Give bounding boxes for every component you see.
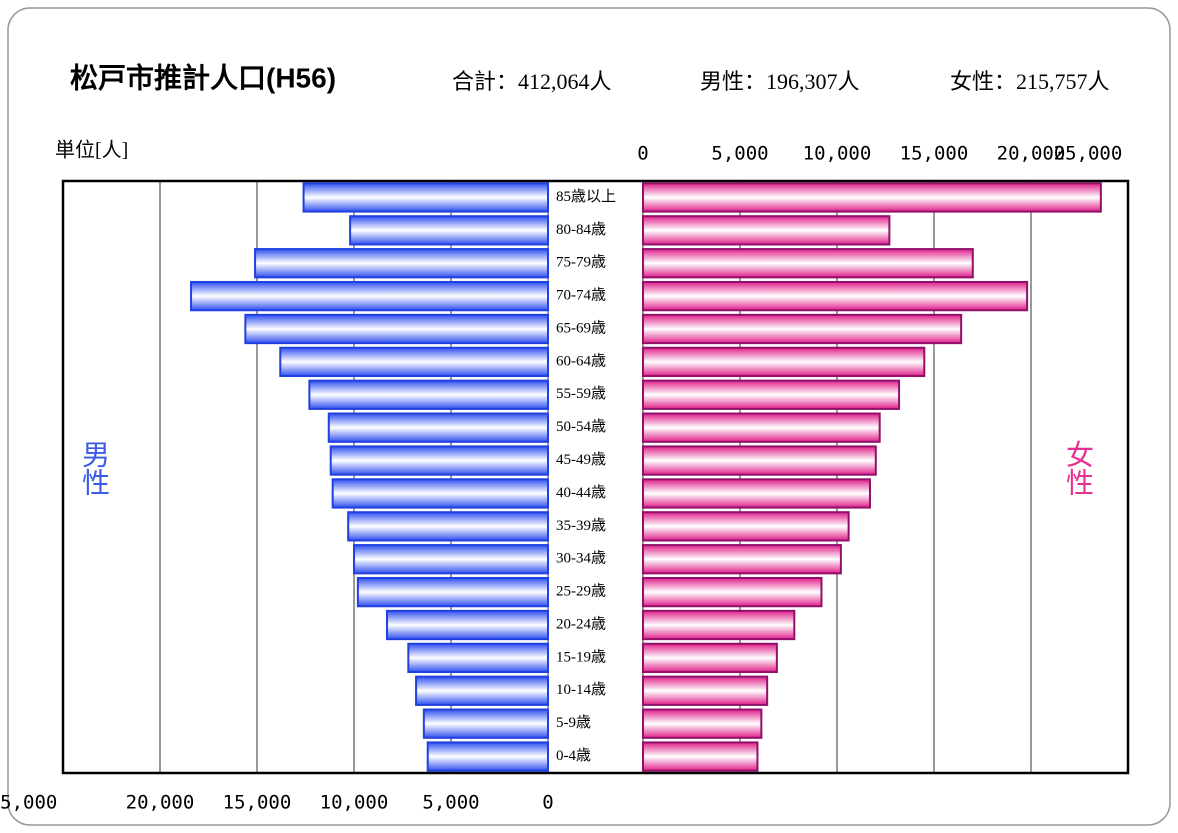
bar <box>642 708 763 739</box>
x2-tick-label: 5,000 <box>711 143 768 165</box>
bar <box>349 215 549 246</box>
x-tick-label: 25,000 <box>0 792 57 814</box>
bar <box>244 313 550 345</box>
x-tick-label: 15,000 <box>223 792 292 814</box>
unit-label: 単位[人] <box>55 139 128 162</box>
category-label: 65-69歳 <box>556 319 606 336</box>
x2-tick-label: 25,000 <box>1054 143 1123 165</box>
category-label: 80-84歳 <box>556 221 606 238</box>
bar <box>642 478 871 509</box>
category-label: 35-39歳 <box>556 517 606 534</box>
bar <box>642 280 1029 312</box>
bar <box>331 478 549 509</box>
bar <box>642 248 974 279</box>
bar <box>347 511 549 542</box>
x-tick-label: 20,000 <box>126 792 195 814</box>
total: 男性：196,307人 <box>700 69 860 94</box>
category-label: 45-49歳 <box>556 451 606 468</box>
bar <box>329 445 549 476</box>
bar <box>642 412 881 443</box>
category-label: 0-4歳 <box>556 747 591 764</box>
plot-border <box>61 179 1130 775</box>
bar <box>415 675 549 706</box>
bar <box>642 445 877 476</box>
x2-tick-label: 10,000 <box>803 143 872 165</box>
bar <box>385 609 550 641</box>
bar <box>642 642 778 674</box>
total: 女性：215,757人 <box>950 69 1110 94</box>
bar <box>353 544 549 575</box>
x2-tick-label: 15,000 <box>900 143 969 165</box>
category-label: 30-34歳 <box>556 550 606 567</box>
bar <box>642 609 796 641</box>
bar <box>642 215 891 246</box>
series-label: 男性 <box>79 440 110 496</box>
category-label: 75-79歳 <box>556 254 606 271</box>
bar <box>642 675 769 706</box>
bar <box>642 182 1102 213</box>
bar <box>407 642 549 674</box>
category-label: 85歳以上 <box>556 188 616 205</box>
x2-tick-label: 0 <box>637 143 648 165</box>
category-label: 60-64歳 <box>556 352 606 369</box>
bar <box>279 346 549 378</box>
bar <box>190 280 549 312</box>
frame <box>7 7 1171 826</box>
category-label: 20-24歳 <box>556 615 606 632</box>
bar <box>422 708 549 739</box>
x-tick-label: 5,000 <box>422 792 479 814</box>
category-label: 10-14歳 <box>556 681 606 698</box>
chart-title: 松戸市推計人口(H56) <box>70 61 336 93</box>
bar <box>308 379 549 410</box>
category-label: 15-19歳 <box>556 648 606 665</box>
bar <box>356 576 549 608</box>
bar <box>642 544 842 575</box>
total: 合計：412,064人 <box>452 69 612 94</box>
x-tick-label: 0 <box>542 792 553 814</box>
bar <box>642 741 759 772</box>
category-label: 40-44歳 <box>556 484 606 501</box>
category-label: 55-59歳 <box>556 385 606 402</box>
category-label: 5-9歳 <box>556 714 591 731</box>
bar <box>426 741 549 772</box>
bar <box>642 346 926 378</box>
bar <box>642 313 963 345</box>
bar <box>642 511 850 542</box>
bar <box>327 412 549 443</box>
x2-tick-label: 20,000 <box>997 143 1066 165</box>
bar <box>302 182 549 213</box>
x-tick-label: 10,000 <box>320 792 389 814</box>
category-label: 25-29歳 <box>556 583 606 600</box>
category-label: 50-54歳 <box>556 418 606 435</box>
series-label: 女性 <box>1063 440 1094 496</box>
bar <box>642 576 823 608</box>
bar <box>254 248 549 279</box>
category-label: 70-74歳 <box>556 287 606 304</box>
bar <box>642 379 901 410</box>
